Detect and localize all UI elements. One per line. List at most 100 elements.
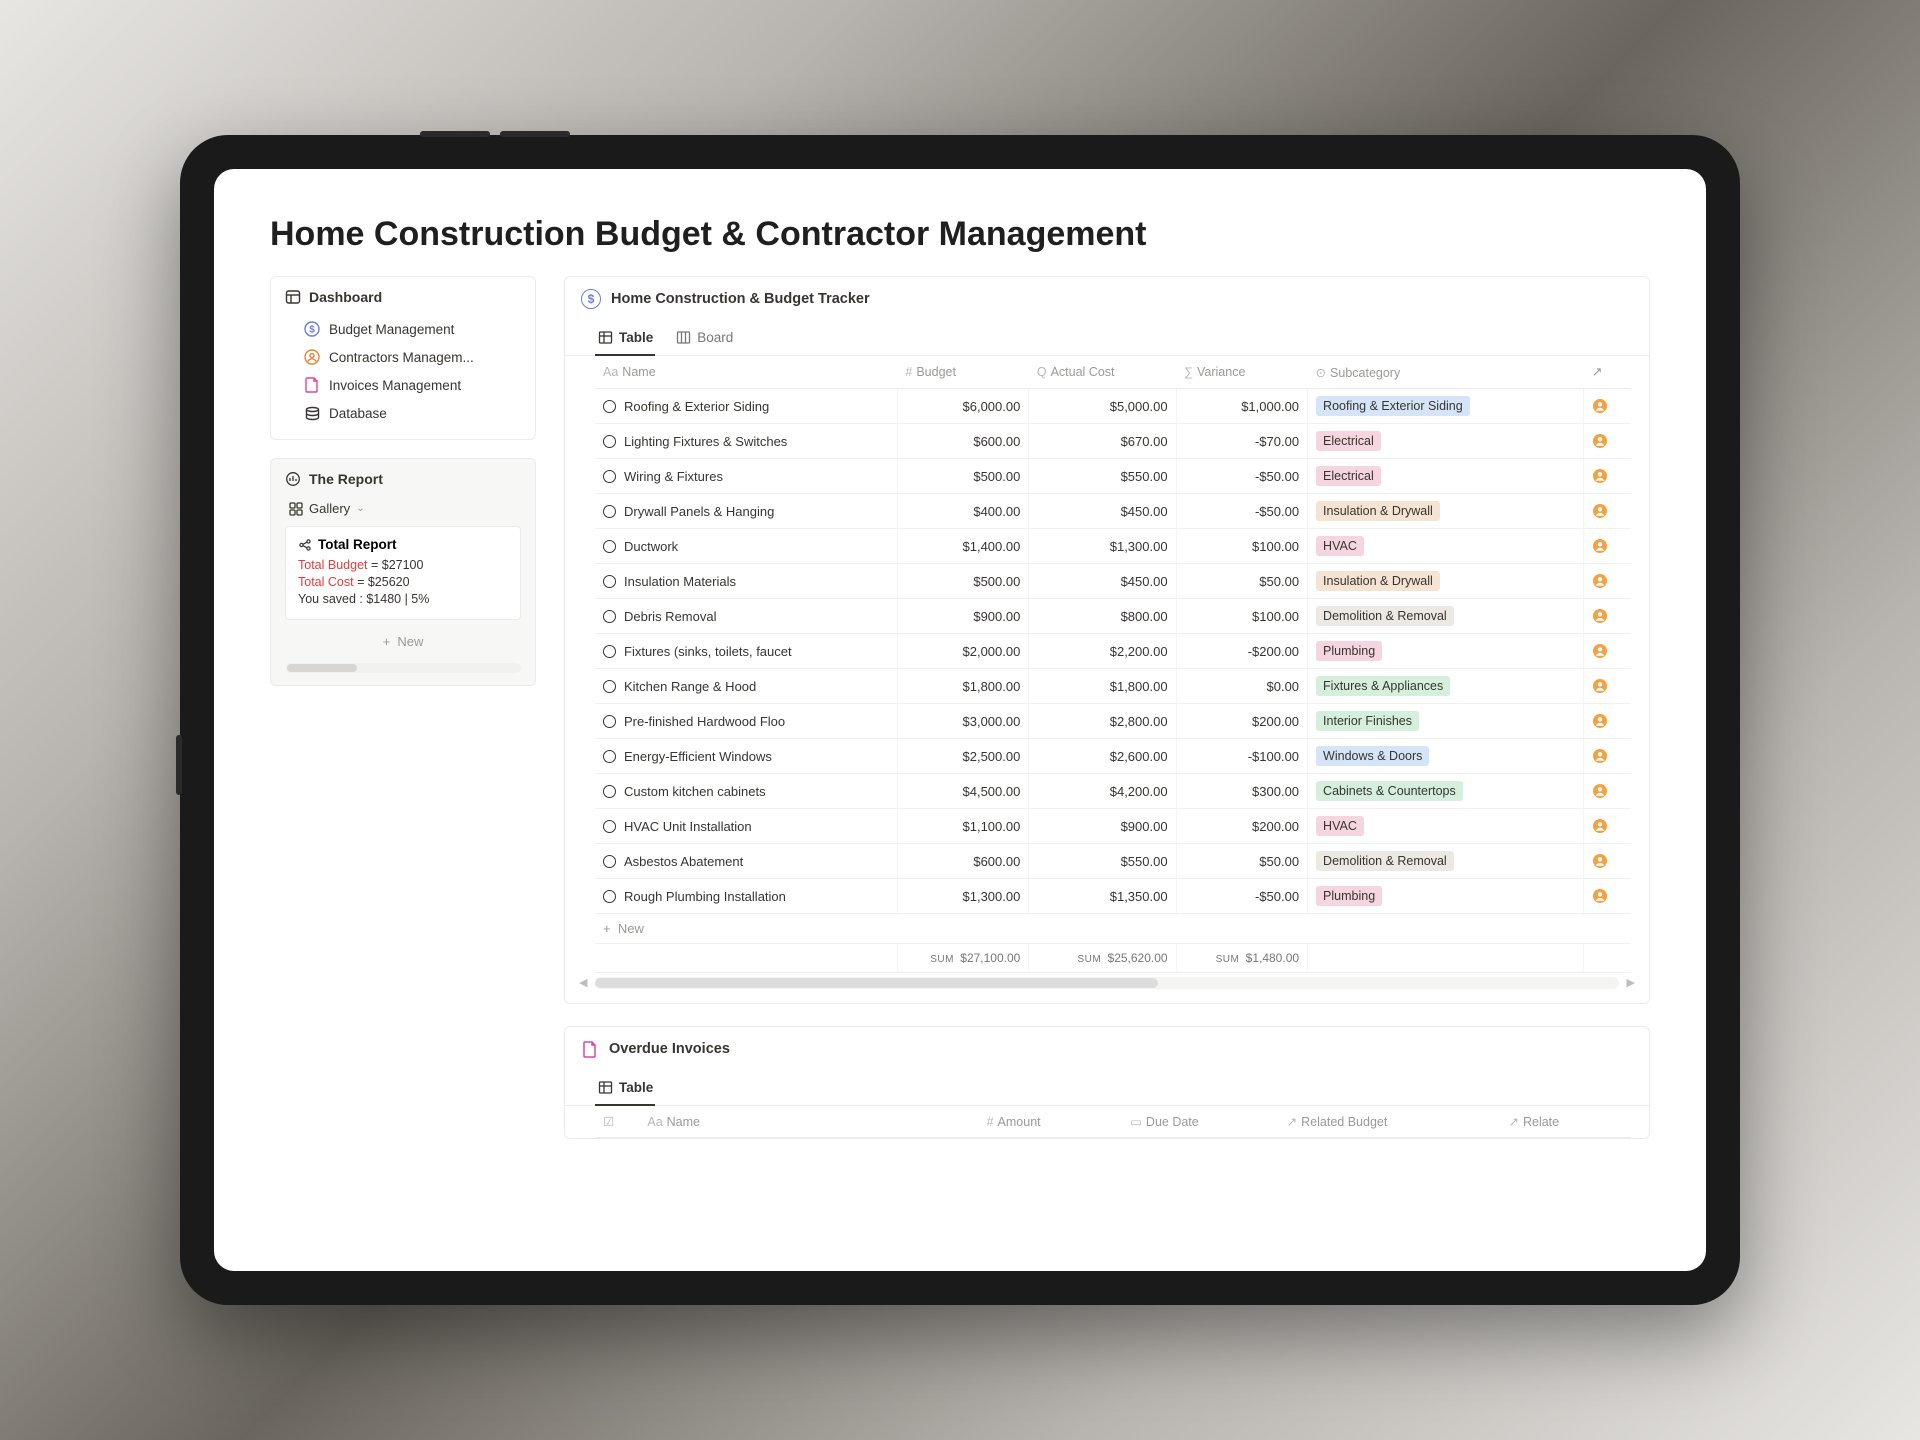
status-icon <box>603 645 616 658</box>
person-icon <box>1592 783 1623 799</box>
person-icon <box>1592 643 1623 659</box>
sidebar-item-label: Database <box>329 406 387 421</box>
table-row[interactable]: Fixtures (sinks, toilets, faucet$2,000.0… <box>595 634 1631 669</box>
gallery-label: Gallery <box>309 501 350 516</box>
person-icon <box>1592 608 1623 624</box>
table-header-row: ☑ AaName #Amount ▭Due Date ↗Related Budg… <box>595 1106 1631 1138</box>
arrow-icon: ↗ <box>1592 364 1603 379</box>
status-icon <box>603 435 616 448</box>
table-row[interactable]: Asbestos Abatement$600.00$550.00$50.00De… <box>595 844 1631 879</box>
report-header: The Report <box>285 471 521 487</box>
sidebar-item-label: Invoices Management <box>329 378 461 393</box>
sidebar-item-label: Contractors Managem... <box>329 350 474 365</box>
status-icon <box>603 470 616 483</box>
status-icon <box>603 400 616 413</box>
cost-label: Total Cost <box>298 575 354 589</box>
sidebar-item-0[interactable]: $ Budget Management <box>303 315 521 343</box>
status-icon <box>603 715 616 728</box>
gallery-icon <box>289 502 303 516</box>
person-icon <box>1592 573 1623 589</box>
sidebar: Dashboard $ Budget Management Contractors … <box>270 276 536 704</box>
person-icon <box>1592 468 1623 484</box>
cost-value: $25620 <box>368 575 410 589</box>
dashboard-header: Dashboard <box>285 289 521 305</box>
sum-row: SUM $27,100.00 SUM $25,620.00 SUM $1,480… <box>595 944 1631 973</box>
status-icon <box>603 820 616 833</box>
table-header-row: AaName #Budget QActual Cost ∑Variance ⊙S… <box>595 356 1631 389</box>
table-row[interactable]: Wiring & Fixtures$500.00$550.00-$50.00El… <box>595 459 1631 494</box>
tracker-title: Home Construction & Budget Tracker <box>611 291 870 307</box>
invoices-tabs: Table <box>565 1071 1649 1106</box>
table-row[interactable]: Custom kitchen cabinets$4,500.00$4,200.0… <box>595 774 1631 809</box>
budget-label: Total Budget <box>298 558 368 572</box>
chart-icon <box>285 471 301 487</box>
table-row[interactable]: Debris Removal$900.00$800.00$100.00Demol… <box>595 599 1631 634</box>
dollar-icon: $ <box>303 320 321 338</box>
view-gallery[interactable]: Gallery ⌄ <box>285 497 521 526</box>
table-row[interactable]: Roofing & Exterior Siding$6,000.00$5,000… <box>595 389 1631 424</box>
table-row[interactable]: Ductwork$1,400.00$1,300.00$100.00HVAC <box>595 529 1631 564</box>
tablet-frame: Home Construction Budget & Contractor Ma… <box>180 135 1740 1305</box>
person-icon <box>1592 713 1623 729</box>
table-row[interactable]: Insulation Materials$500.00$450.00$50.00… <box>595 564 1631 599</box>
document-icon <box>581 1039 599 1059</box>
device-button <box>176 735 182 795</box>
person-icon <box>1592 538 1623 554</box>
table-row[interactable]: Energy-Efficient Windows$2,500.00$2,600.… <box>595 739 1631 774</box>
report-title: The Report <box>309 471 383 487</box>
person-icon <box>303 348 321 366</box>
person-icon <box>1592 748 1623 764</box>
status-icon <box>603 540 616 553</box>
dollar-icon: $ <box>581 289 601 309</box>
person-icon <box>1592 503 1623 519</box>
status-icon <box>603 750 616 763</box>
mini-scrollbar[interactable] <box>285 663 521 673</box>
saved-text: You saved : $1480 | 5% <box>298 592 508 606</box>
sidebar-item-label: Budget Management <box>329 322 454 337</box>
stack-icon <box>303 404 321 422</box>
tab-table[interactable]: Table <box>595 1071 655 1105</box>
device-button <box>420 131 490 137</box>
add-row-button[interactable]: + New <box>595 914 1631 944</box>
layout-icon <box>285 289 301 305</box>
dashboard-title: Dashboard <box>309 289 382 305</box>
tracker-header: $ Home Construction & Budget Tracker <box>565 277 1649 321</box>
tab-table[interactable]: Table <box>595 321 655 355</box>
sidebar-item-3[interactable]: Database <box>303 399 521 427</box>
tracker-panel: $ Home Construction & Budget Tracker Tab… <box>564 276 1650 1004</box>
sidebar-item-2[interactable]: Invoices Management <box>303 371 521 399</box>
h-scrollbar[interactable]: ◀▶ <box>595 977 1619 989</box>
invoices-header: Overdue Invoices <box>565 1027 1649 1071</box>
status-icon <box>603 505 616 518</box>
status-icon <box>603 890 616 903</box>
share-icon <box>298 538 312 552</box>
nav-list: $ Budget Management Contractors Managem...… <box>285 315 521 427</box>
new-report-button[interactable]: + New <box>285 620 521 657</box>
chevron-down-icon: ⌄ <box>356 503 364 514</box>
sidebar-item-1[interactable]: Contractors Managem... <box>303 343 521 371</box>
person-icon <box>1592 398 1623 414</box>
status-icon <box>603 855 616 868</box>
table-icon <box>597 1079 613 1095</box>
table-row[interactable]: HVAC Unit Installation$1,100.00$900.00$2… <box>595 809 1631 844</box>
table-row[interactable]: Drywall Panels & Hanging$400.00$450.00-$… <box>595 494 1631 529</box>
table-row[interactable]: Kitchen Range & Hood$1,800.00$1,800.00$0… <box>595 669 1631 704</box>
table-row[interactable]: Pre-finished Hardwood Floo$3,000.00$2,80… <box>595 704 1631 739</box>
board-icon <box>675 329 691 345</box>
invoices-title: Overdue Invoices <box>609 1041 730 1057</box>
screen: Home Construction Budget & Contractor Ma… <box>214 169 1706 1271</box>
status-icon <box>603 785 616 798</box>
page-title: Home Construction Budget & Contractor Ma… <box>270 215 1650 254</box>
invoices-table: ☑ AaName #Amount ▭Due Date ↗Related Budg… <box>595 1106 1631 1138</box>
device-button <box>500 131 570 137</box>
table-row[interactable]: Lighting Fixtures & Switches$600.00$670.… <box>595 424 1631 459</box>
tab-board[interactable]: Board <box>673 321 735 355</box>
table-icon <box>597 329 613 345</box>
report-card: The Report Gallery ⌄ <box>270 458 536 686</box>
tracker-table: AaName #Budget QActual Cost ∑Variance ⊙S… <box>595 356 1631 973</box>
person-icon <box>1592 433 1623 449</box>
total-report-title: Total Report <box>318 537 397 552</box>
status-icon <box>603 680 616 693</box>
total-report-box[interactable]: Total Report Total Budget = $27100 Total… <box>285 526 521 620</box>
table-row[interactable]: Rough Plumbing Installation$1,300.00$1,3… <box>595 879 1631 914</box>
